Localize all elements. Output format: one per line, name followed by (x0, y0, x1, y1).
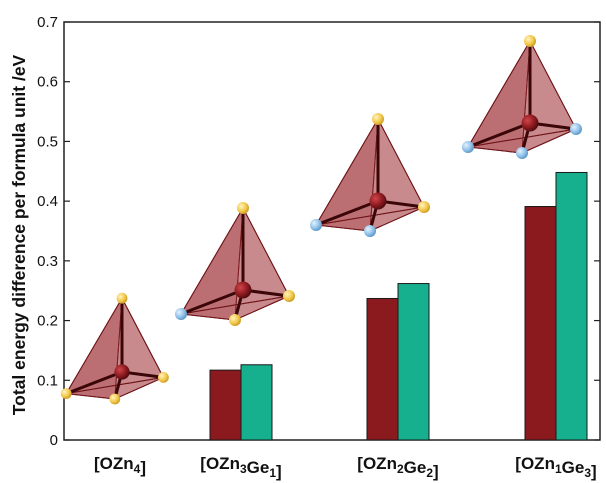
y-tick-label: 0.3 (37, 253, 58, 270)
bar-OZn3Ge1-s1 (209, 369, 242, 441)
zinc-atom (109, 393, 121, 405)
x-category-label: [OZn3Ge1] (200, 454, 281, 481)
y-tick-label: 0.1 (37, 372, 58, 389)
tetrahedron-ozn4 (60, 292, 169, 405)
zinc-atom (116, 292, 128, 304)
bar-OZn2Ge2-s1 (366, 297, 399, 441)
tetrahedron-face (65, 297, 165, 395)
x-category-label: [OZn1Ge3] (515, 454, 596, 481)
tetrahedron-face (66, 376, 164, 400)
zinc-atom (237, 202, 249, 214)
y-axis-title: Total energy difference per formula unit… (9, 54, 29, 415)
zinc-atom (229, 314, 241, 326)
tetrahedron-ozn1ge3 (462, 35, 582, 159)
bar-OZn3Ge1-s2 (240, 364, 273, 441)
bond (467, 121, 531, 149)
germanium-atom (364, 225, 376, 237)
bond (180, 288, 244, 316)
zinc-atom (60, 388, 72, 399)
germanium-atom (570, 123, 582, 135)
bond (315, 199, 379, 227)
zinc-atom (158, 372, 169, 383)
oxygen-atom (521, 114, 539, 132)
bond (65, 370, 123, 395)
germanium-atom (310, 219, 322, 231)
tetrahedron-ozn2ge2 (310, 113, 430, 237)
zinc-atom (418, 201, 430, 213)
zinc-atom (372, 113, 384, 125)
zinc-atom (283, 290, 295, 302)
tetrahedron-face (467, 39, 577, 148)
oxygen-atom (369, 192, 387, 210)
oxygen-atom (234, 281, 252, 299)
x-category-label: [OZn2Ge2] (357, 454, 438, 481)
zinc-atom (524, 35, 536, 47)
x-category-label: [OZn4] (94, 454, 146, 477)
y-tick-label: 0.7 (37, 14, 58, 31)
y-tick-label: 0.5 (37, 133, 58, 150)
y-tick-label: 0.6 (37, 74, 58, 91)
germanium-atom (175, 308, 187, 320)
bar-OZn1Ge3-s2 (555, 171, 588, 441)
germanium-atom (462, 141, 474, 153)
germanium-atom (516, 147, 528, 159)
tetrahedron-face (315, 206, 425, 232)
y-tick-label: 0.2 (37, 313, 58, 330)
plot-frame (63, 21, 601, 441)
bar-OZn2Ge2-s2 (397, 283, 430, 441)
bar-OZn1Ge3-s1 (524, 206, 557, 441)
tetrahedron-ozn3ge1 (175, 202, 295, 326)
tetrahedron-face (180, 206, 290, 315)
tetrahedron-face (315, 117, 425, 226)
y-tick-label: 0 (50, 432, 58, 449)
tetrahedron-face (467, 128, 577, 154)
y-tick-label: 0.4 (37, 193, 58, 210)
oxygen-atom (114, 364, 130, 380)
tetrahedron-face (180, 295, 290, 321)
